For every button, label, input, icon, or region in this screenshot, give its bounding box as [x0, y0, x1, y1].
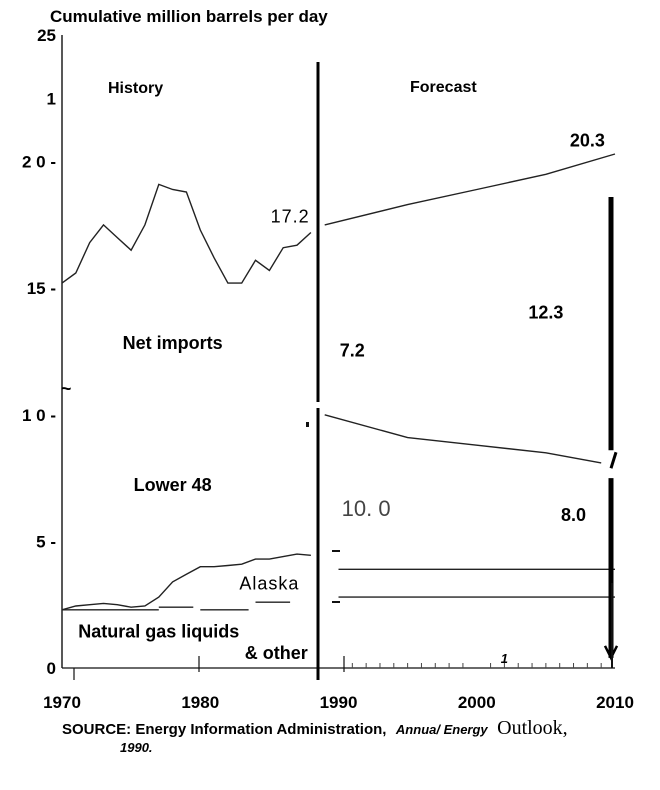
series-line [61, 553, 311, 611]
annotations: 20.3 17.2 Net imports 7.2 12.3 Lower 48 10. 0 8… [61, 130, 605, 666]
y-ticks: 25 1 2 0 - 15 - 1 0 - 5 - 0 [22, 26, 56, 678]
annotation-label: & other [245, 643, 308, 663]
series-line [324, 414, 602, 464]
series-line [324, 153, 616, 226]
annotation-label: 8.0 [561, 505, 586, 525]
annotation-label: Natural gas liquids [78, 622, 239, 642]
source-italic: Annua/ Energy [395, 722, 489, 737]
annotation-label: Alaska [239, 574, 299, 594]
annotation-label: 1 [501, 651, 508, 666]
source-prefix: SOURCE: Energy Information Administratio… [62, 721, 386, 738]
annotation-label: 20.3 [570, 130, 605, 150]
annotation-label: 17.2 [271, 206, 310, 226]
series-line [61, 183, 312, 284]
chart-title: Cumulative million barrels per day [50, 7, 328, 26]
x-tick-label: 2000 [458, 693, 496, 712]
annotation-label: Lower 48 [134, 475, 212, 495]
y-tick-label: 25 [37, 26, 56, 45]
x-tick-label: 1990 [320, 693, 358, 712]
x-tick-label: 1970 [43, 693, 81, 712]
annotation-label: 7.2 [340, 341, 365, 361]
y-tick-label: 1 0 - [22, 406, 56, 425]
history-label: History [108, 80, 163, 97]
y-tick-label: 15 - [27, 279, 56, 298]
source-note: SOURCE: Energy Information Administratio… [62, 717, 568, 755]
y-tick-label: 1 [47, 89, 56, 108]
minor-marks [73, 422, 613, 680]
bar-tick [609, 451, 618, 469]
x-tick-label: 2010 [596, 693, 634, 712]
annotation-label: 10. 0 [342, 496, 391, 521]
x-ticks: 1970 1980 1990 2000 2010 [43, 663, 634, 712]
y-tick-label: 0 [47, 659, 56, 678]
source-serif: Outlook, [497, 717, 568, 739]
annotation-label: ~ [61, 379, 72, 399]
svg-text:SOURCE: Energy Information Adm: SOURCE: Energy Information Administratio… [62, 717, 568, 739]
y-tick-label: 2 0 - [22, 153, 56, 172]
x-tick-label: 1980 [181, 693, 219, 712]
annotation-label: 12.3 [528, 303, 563, 323]
forecast-label: Forecast [410, 79, 477, 96]
y-tick-label: 5 - [36, 532, 56, 551]
series-lines [61, 153, 616, 611]
annotation-label: Net imports [123, 333, 223, 353]
source-year: 1990. [120, 740, 153, 755]
